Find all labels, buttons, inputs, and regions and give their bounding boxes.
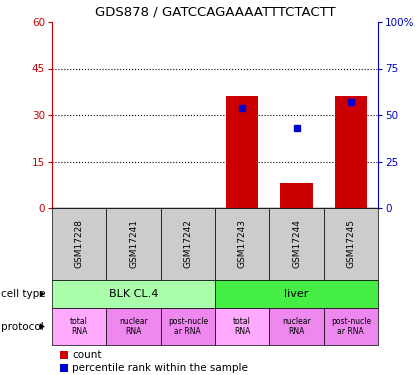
Text: GSM17242: GSM17242 xyxy=(184,219,192,268)
Text: total
RNA: total RNA xyxy=(233,317,251,336)
Text: GSM17243: GSM17243 xyxy=(238,219,247,268)
Text: percentile rank within the sample: percentile rank within the sample xyxy=(72,363,248,373)
Text: GSM17245: GSM17245 xyxy=(346,219,355,268)
Text: GSM17228: GSM17228 xyxy=(75,219,84,268)
Text: BLK CL.4: BLK CL.4 xyxy=(109,289,158,299)
Bar xyxy=(226,96,258,208)
Text: GSM17241: GSM17241 xyxy=(129,219,138,268)
Bar xyxy=(335,96,367,208)
Text: cell type: cell type xyxy=(1,289,45,299)
Bar xyxy=(280,183,313,208)
Text: total
RNA: total RNA xyxy=(70,317,88,336)
Text: nuclear
RNA: nuclear RNA xyxy=(119,317,148,336)
Text: count: count xyxy=(72,350,102,360)
Title: GDS878 / GATCCAGAAAATTTCTACTT: GDS878 / GATCCAGAAAATTTCTACTT xyxy=(94,5,335,18)
Text: post-nucle
ar RNA: post-nucle ar RNA xyxy=(168,317,208,336)
Text: GSM17244: GSM17244 xyxy=(292,219,301,268)
Text: nuclear
RNA: nuclear RNA xyxy=(282,317,311,336)
Text: liver: liver xyxy=(284,289,309,299)
Text: protocol: protocol xyxy=(1,321,44,332)
Text: post-nucle
ar RNA: post-nucle ar RNA xyxy=(331,317,371,336)
